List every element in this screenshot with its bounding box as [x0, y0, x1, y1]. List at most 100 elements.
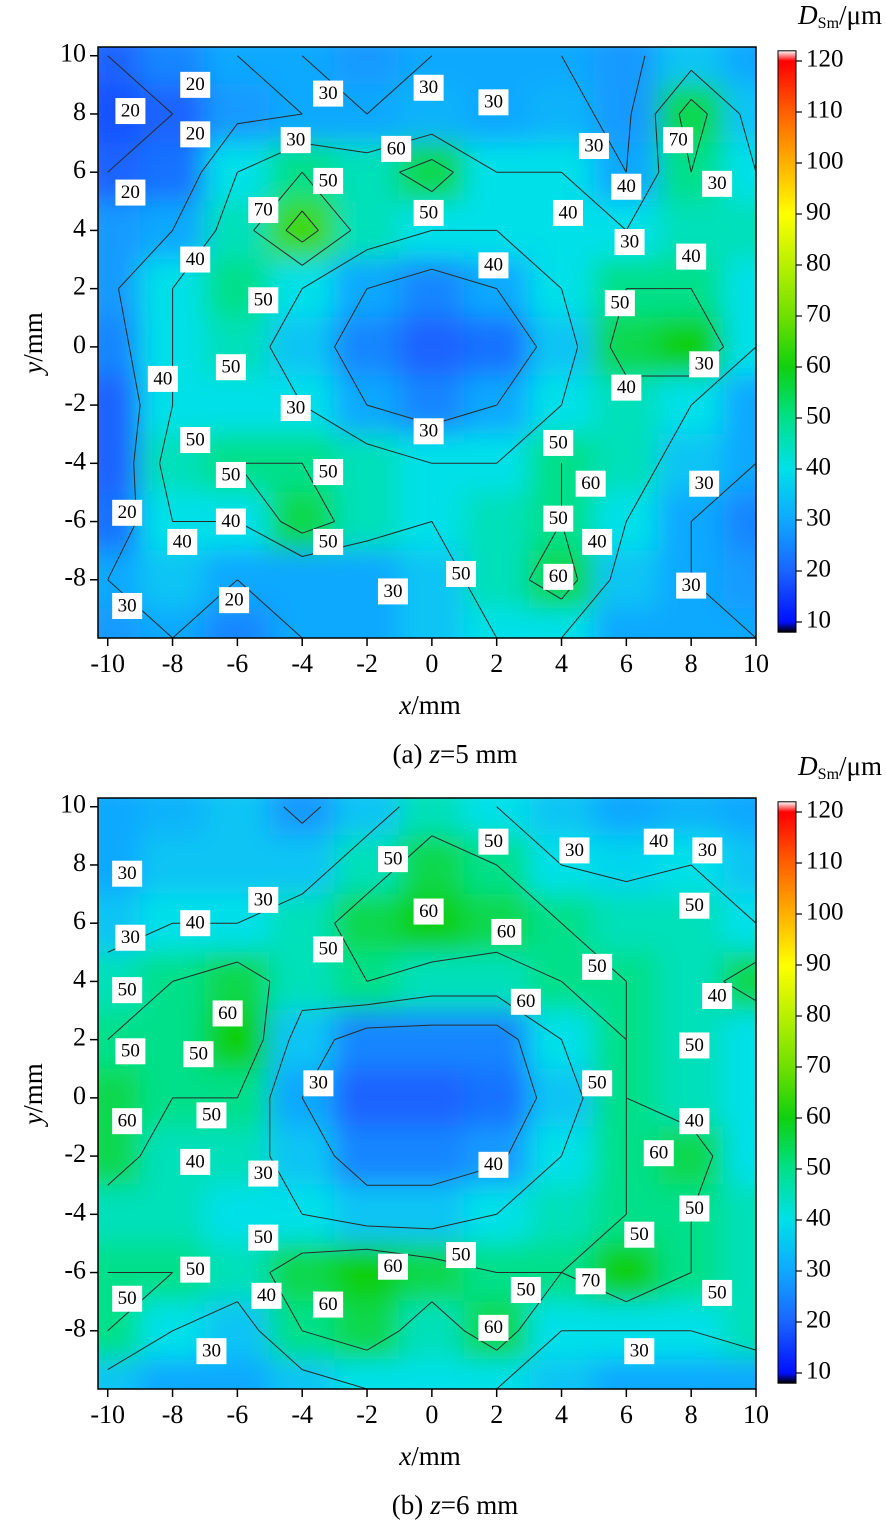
contour-label-box: [112, 977, 143, 1004]
contour-label-box: [180, 246, 211, 273]
contour-label-box: [115, 1038, 146, 1065]
contour-label: 40: [484, 1154, 503, 1175]
field-cell: [593, 1359, 660, 1389]
contour-label: 50: [549, 432, 568, 453]
field-cell: [334, 1184, 400, 1244]
contour-label-box: [251, 1282, 282, 1309]
contour-label: 30: [708, 173, 727, 194]
x-tick-label: -10: [90, 1400, 125, 1429]
contour-label-box: [478, 1314, 509, 1341]
field-cell: [398, 1184, 465, 1244]
contour-label-box: [575, 470, 606, 497]
label-unit: /mm: [411, 690, 461, 720]
contour-label: 30: [419, 77, 438, 98]
field-cell: [98, 1359, 141, 1389]
contour-label: 40: [617, 176, 636, 197]
colorbar-tick-label: 110: [806, 97, 843, 124]
x-axis-label: x/mm: [398, 690, 461, 720]
field-cell: [139, 142, 206, 202]
contour-label-box: [478, 89, 509, 116]
contour-label-box: [112, 592, 143, 619]
contour-label-box: [559, 837, 590, 864]
contour-label: 50: [484, 831, 503, 852]
contour-label-box: [446, 560, 477, 587]
contour-label: 50: [588, 956, 607, 977]
contour-label-box: [215, 461, 246, 488]
colorbar-tick-label: 90: [806, 199, 831, 226]
label-symbol: y: [18, 1113, 48, 1128]
y-tick-label: 0: [73, 1081, 86, 1110]
contour-label-box: [478, 828, 509, 855]
field-cell: [269, 47, 336, 86]
contour-line: [107, 55, 173, 173]
contour-label-box: [413, 199, 444, 226]
contour-label: 20: [118, 502, 137, 523]
y-tick-label: 4: [73, 964, 86, 993]
field-cell: [204, 142, 271, 202]
field-cell: [334, 1068, 400, 1128]
x-tick-label: 10: [743, 1400, 769, 1429]
contour-label-box: [575, 1268, 606, 1295]
colorbar-tick-label: 40: [806, 454, 831, 481]
contour-label: 30: [698, 840, 717, 861]
contour-label-box: [702, 982, 733, 1009]
contour-label-box: [582, 953, 613, 980]
contour-label-box: [582, 528, 613, 555]
field-cell: [463, 1068, 530, 1128]
x-tick-label: -4: [291, 1400, 313, 1429]
field-cell: [269, 1359, 336, 1389]
x-tick-label: 0: [425, 1400, 438, 1429]
colorbar-tick-label: 10: [806, 607, 831, 634]
y-tick-label: 10: [60, 790, 86, 819]
contour-label-box: [112, 499, 143, 526]
field-cell: [723, 47, 756, 86]
contour-label: 50: [118, 980, 137, 1001]
contour-label-box: [413, 898, 444, 925]
field-cell: [334, 1126, 400, 1186]
contour-label-box: [180, 71, 211, 98]
y-tick-label: -6: [64, 505, 86, 534]
contour-label-box: [248, 1224, 279, 1251]
field-cell: [723, 317, 756, 377]
y-tick-label: 8: [73, 848, 86, 877]
contour-label-box: [679, 1032, 710, 1059]
contour-label-box: [679, 1108, 710, 1135]
contour-label: 40: [484, 255, 503, 276]
contour-label: 50: [549, 508, 568, 529]
contour-label-box: [115, 98, 146, 125]
contour-label: 50: [319, 461, 338, 482]
contour-label: 20: [186, 74, 205, 95]
contour-label: 40: [685, 1111, 704, 1132]
contour-label-box: [167, 528, 198, 555]
contour-label-box: [115, 179, 146, 206]
field-cell: [723, 835, 756, 895]
contour-label-box: [643, 828, 674, 855]
contour-label-box: [377, 1253, 408, 1280]
contour-label: 30: [484, 92, 503, 113]
contour-label-box: [248, 886, 279, 913]
y-axis-label: y/mm: [18, 1063, 48, 1128]
field-cell: [463, 1010, 530, 1070]
contour-label: 50: [221, 357, 240, 378]
x-tick-label: -2: [356, 1400, 378, 1429]
contour-label-box: [611, 173, 642, 200]
contour-label: 60: [383, 1256, 402, 1277]
contour-label-box: [689, 470, 720, 497]
contour-label-box: [303, 1070, 334, 1097]
field-cell: [269, 550, 336, 610]
contour-label: 60: [649, 1143, 668, 1164]
field-cell: [398, 798, 465, 837]
x-tick-label: -8: [162, 1400, 184, 1429]
field-cell: [269, 608, 336, 638]
y-tick-label: -2: [64, 388, 86, 417]
contour-label: 50: [588, 1073, 607, 1094]
contour-label: 70: [254, 199, 273, 220]
contour-label: 40: [617, 377, 636, 398]
field-cell: [398, 951, 465, 1012]
field-cell: [204, 835, 271, 895]
label-unit: /μm: [839, 0, 882, 30]
field-cell: [723, 1301, 756, 1361]
field-cell: [98, 317, 141, 377]
contour-label-box: [624, 1221, 655, 1248]
x-tick-label: 8: [685, 649, 698, 678]
